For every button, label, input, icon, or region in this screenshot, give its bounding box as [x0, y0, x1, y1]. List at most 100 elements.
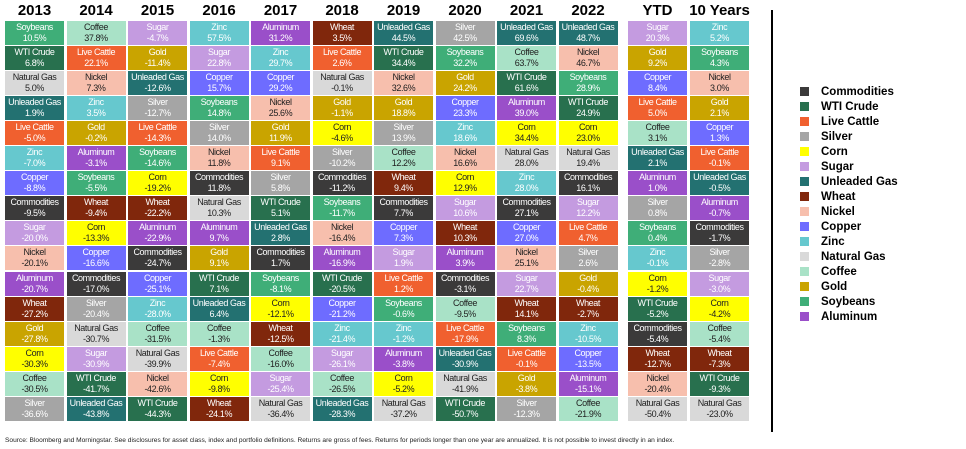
- table-cell: Soybeans 0.4%: [628, 221, 687, 246]
- cell-asset: Live Cattle: [700, 147, 739, 158]
- cell-return: -5.4%: [646, 333, 669, 344]
- table-cell: Corn -4.2%: [690, 296, 749, 321]
- cell-return: -30.5%: [21, 383, 48, 394]
- cell-return: 27.1%: [514, 208, 539, 219]
- cell-return: -11.7%: [329, 208, 355, 219]
- legend-swatch: [800, 147, 809, 156]
- cell-asset: Wheat: [514, 297, 539, 308]
- table-cell: Silver 14.0%: [189, 121, 249, 146]
- table-cell: Sugar 10.6%: [435, 196, 495, 221]
- table-cell: Corn -1.2%: [628, 271, 687, 296]
- cell-asset: Wheat: [391, 172, 416, 183]
- cell-return: -44.3%: [144, 408, 171, 419]
- cell-return: -27.8%: [21, 333, 48, 344]
- cell-asset: Copper: [512, 222, 541, 233]
- legend-item: Coffee: [800, 264, 898, 279]
- cell-return: 28.0%: [514, 183, 539, 194]
- cell-asset: Aluminum: [385, 347, 422, 358]
- table-cell: Wheat -22.2%: [128, 196, 187, 221]
- cell-return: 14.0%: [207, 133, 231, 144]
- cell-return: -0.5%: [708, 183, 731, 194]
- column-header: 2017: [263, 2, 298, 19]
- cell-asset: Aluminum: [639, 172, 676, 183]
- cell-return: 61.6%: [514, 83, 539, 94]
- table-cell: Unleaded Gas 69.6%: [497, 21, 556, 45]
- legend-label: Unleaded Gas: [821, 175, 898, 188]
- table-cell: Gold -1.1%: [312, 96, 372, 121]
- cell-return: 4.7%: [578, 233, 598, 244]
- legend-label: Natural Gas: [821, 250, 886, 263]
- cell-return: 12.2%: [391, 158, 416, 169]
- cell-asset: Gold: [579, 272, 597, 283]
- cell-asset: Copper: [266, 72, 295, 83]
- cell-return: 6.8%: [25, 58, 44, 69]
- cell-return: 23.0%: [576, 133, 600, 144]
- cell-asset: Natural Gas: [381, 397, 426, 408]
- cell-asset: Sugar: [515, 272, 538, 283]
- cell-return: -9.5%: [454, 308, 476, 319]
- cell-asset: Sugar: [146, 22, 169, 32]
- table-cell: Coffee -21.9%: [558, 396, 618, 421]
- table-cell: Coffee 63.7%: [497, 46, 556, 71]
- cell-asset: Nickel: [646, 372, 669, 383]
- cell-asset: Commodities: [71, 272, 121, 283]
- cell-asset: Live Cattle: [445, 322, 485, 333]
- table-cell: Aluminum -22.9%: [128, 221, 187, 246]
- cell-asset: WTI Crude: [260, 197, 301, 208]
- cell-return: -3.1%: [454, 283, 476, 294]
- table-cell: Sugar -3.0%: [690, 271, 749, 296]
- cell-asset: Coffee: [453, 297, 477, 308]
- cell-asset: Soybeans: [701, 47, 738, 58]
- cell-return: 3.5%: [86, 108, 106, 119]
- legend-swatch: [800, 177, 809, 186]
- cell-return: -5.0%: [23, 133, 46, 144]
- cell-return: 28.0%: [514, 158, 539, 169]
- table-cell: Gold 2.1%: [690, 96, 749, 121]
- cell-return: 2.6%: [578, 258, 598, 269]
- cell-asset: Commodities: [440, 272, 490, 283]
- cell-asset: Soybeans: [639, 222, 676, 233]
- cell-return: 25.1%: [514, 258, 539, 269]
- cell-return: -30.7%: [82, 333, 110, 344]
- cell-return: -13.3%: [82, 233, 110, 244]
- table-cell: Natural Gas -41.9%: [435, 371, 495, 396]
- cell-asset: Copper: [705, 122, 734, 133]
- table-cell: Copper 7.3%: [374, 221, 433, 246]
- cell-asset: Coffee: [391, 147, 416, 158]
- cell-return: -0.2%: [85, 133, 107, 144]
- cell-return: -4.2%: [708, 308, 731, 319]
- cell-return: -30.9%: [82, 358, 110, 369]
- cell-return: 2.6%: [332, 58, 352, 69]
- cell-asset: Nickel: [23, 247, 46, 258]
- table-cell: Live Cattle -0.1%: [497, 346, 556, 371]
- column-header: 2015: [140, 2, 175, 19]
- cell-asset: WTI Crude: [322, 272, 362, 283]
- table-cell: Copper -8.8%: [5, 171, 64, 196]
- table-cell: Copper -16.6%: [66, 246, 126, 271]
- cell-asset: Soybeans: [569, 72, 607, 83]
- cell-asset: Soybeans: [77, 172, 115, 183]
- cell-return: -5.4%: [708, 333, 731, 344]
- table-cell: WTI Crude -5.2%: [628, 296, 687, 321]
- legend-swatch: [800, 192, 809, 201]
- cell-asset: Copper: [389, 222, 418, 233]
- cell-asset: Wheat: [645, 347, 670, 358]
- cell-return: -1.2%: [646, 283, 669, 294]
- cell-return: -16.6%: [82, 258, 110, 269]
- table-cell: Aluminum 9.7%: [189, 221, 249, 246]
- table-cell: Coffee -26.5%: [312, 371, 372, 396]
- table-cell: Unleaded Gas 1.9%: [5, 96, 64, 121]
- cell-asset: Silver: [709, 247, 730, 258]
- cell-return: 39.0%: [514, 108, 539, 119]
- table-cell: Coffee 12.2%: [374, 146, 433, 171]
- table-cell: Wheat 9.4%: [374, 171, 433, 196]
- cell-asset: Silver: [393, 122, 414, 133]
- cell-asset: Nickel: [330, 222, 354, 233]
- cell-return: -20.4%: [82, 308, 110, 319]
- cell-asset: Coffee: [645, 122, 670, 133]
- cell-asset: Natural Gas: [197, 197, 241, 208]
- table-cell: Gold 24.2%: [435, 71, 495, 96]
- cell-return: -41.9%: [451, 383, 479, 394]
- table-cell: Unleaded Gas -30.9%: [435, 346, 495, 371]
- cell-return: -21.2%: [328, 308, 356, 319]
